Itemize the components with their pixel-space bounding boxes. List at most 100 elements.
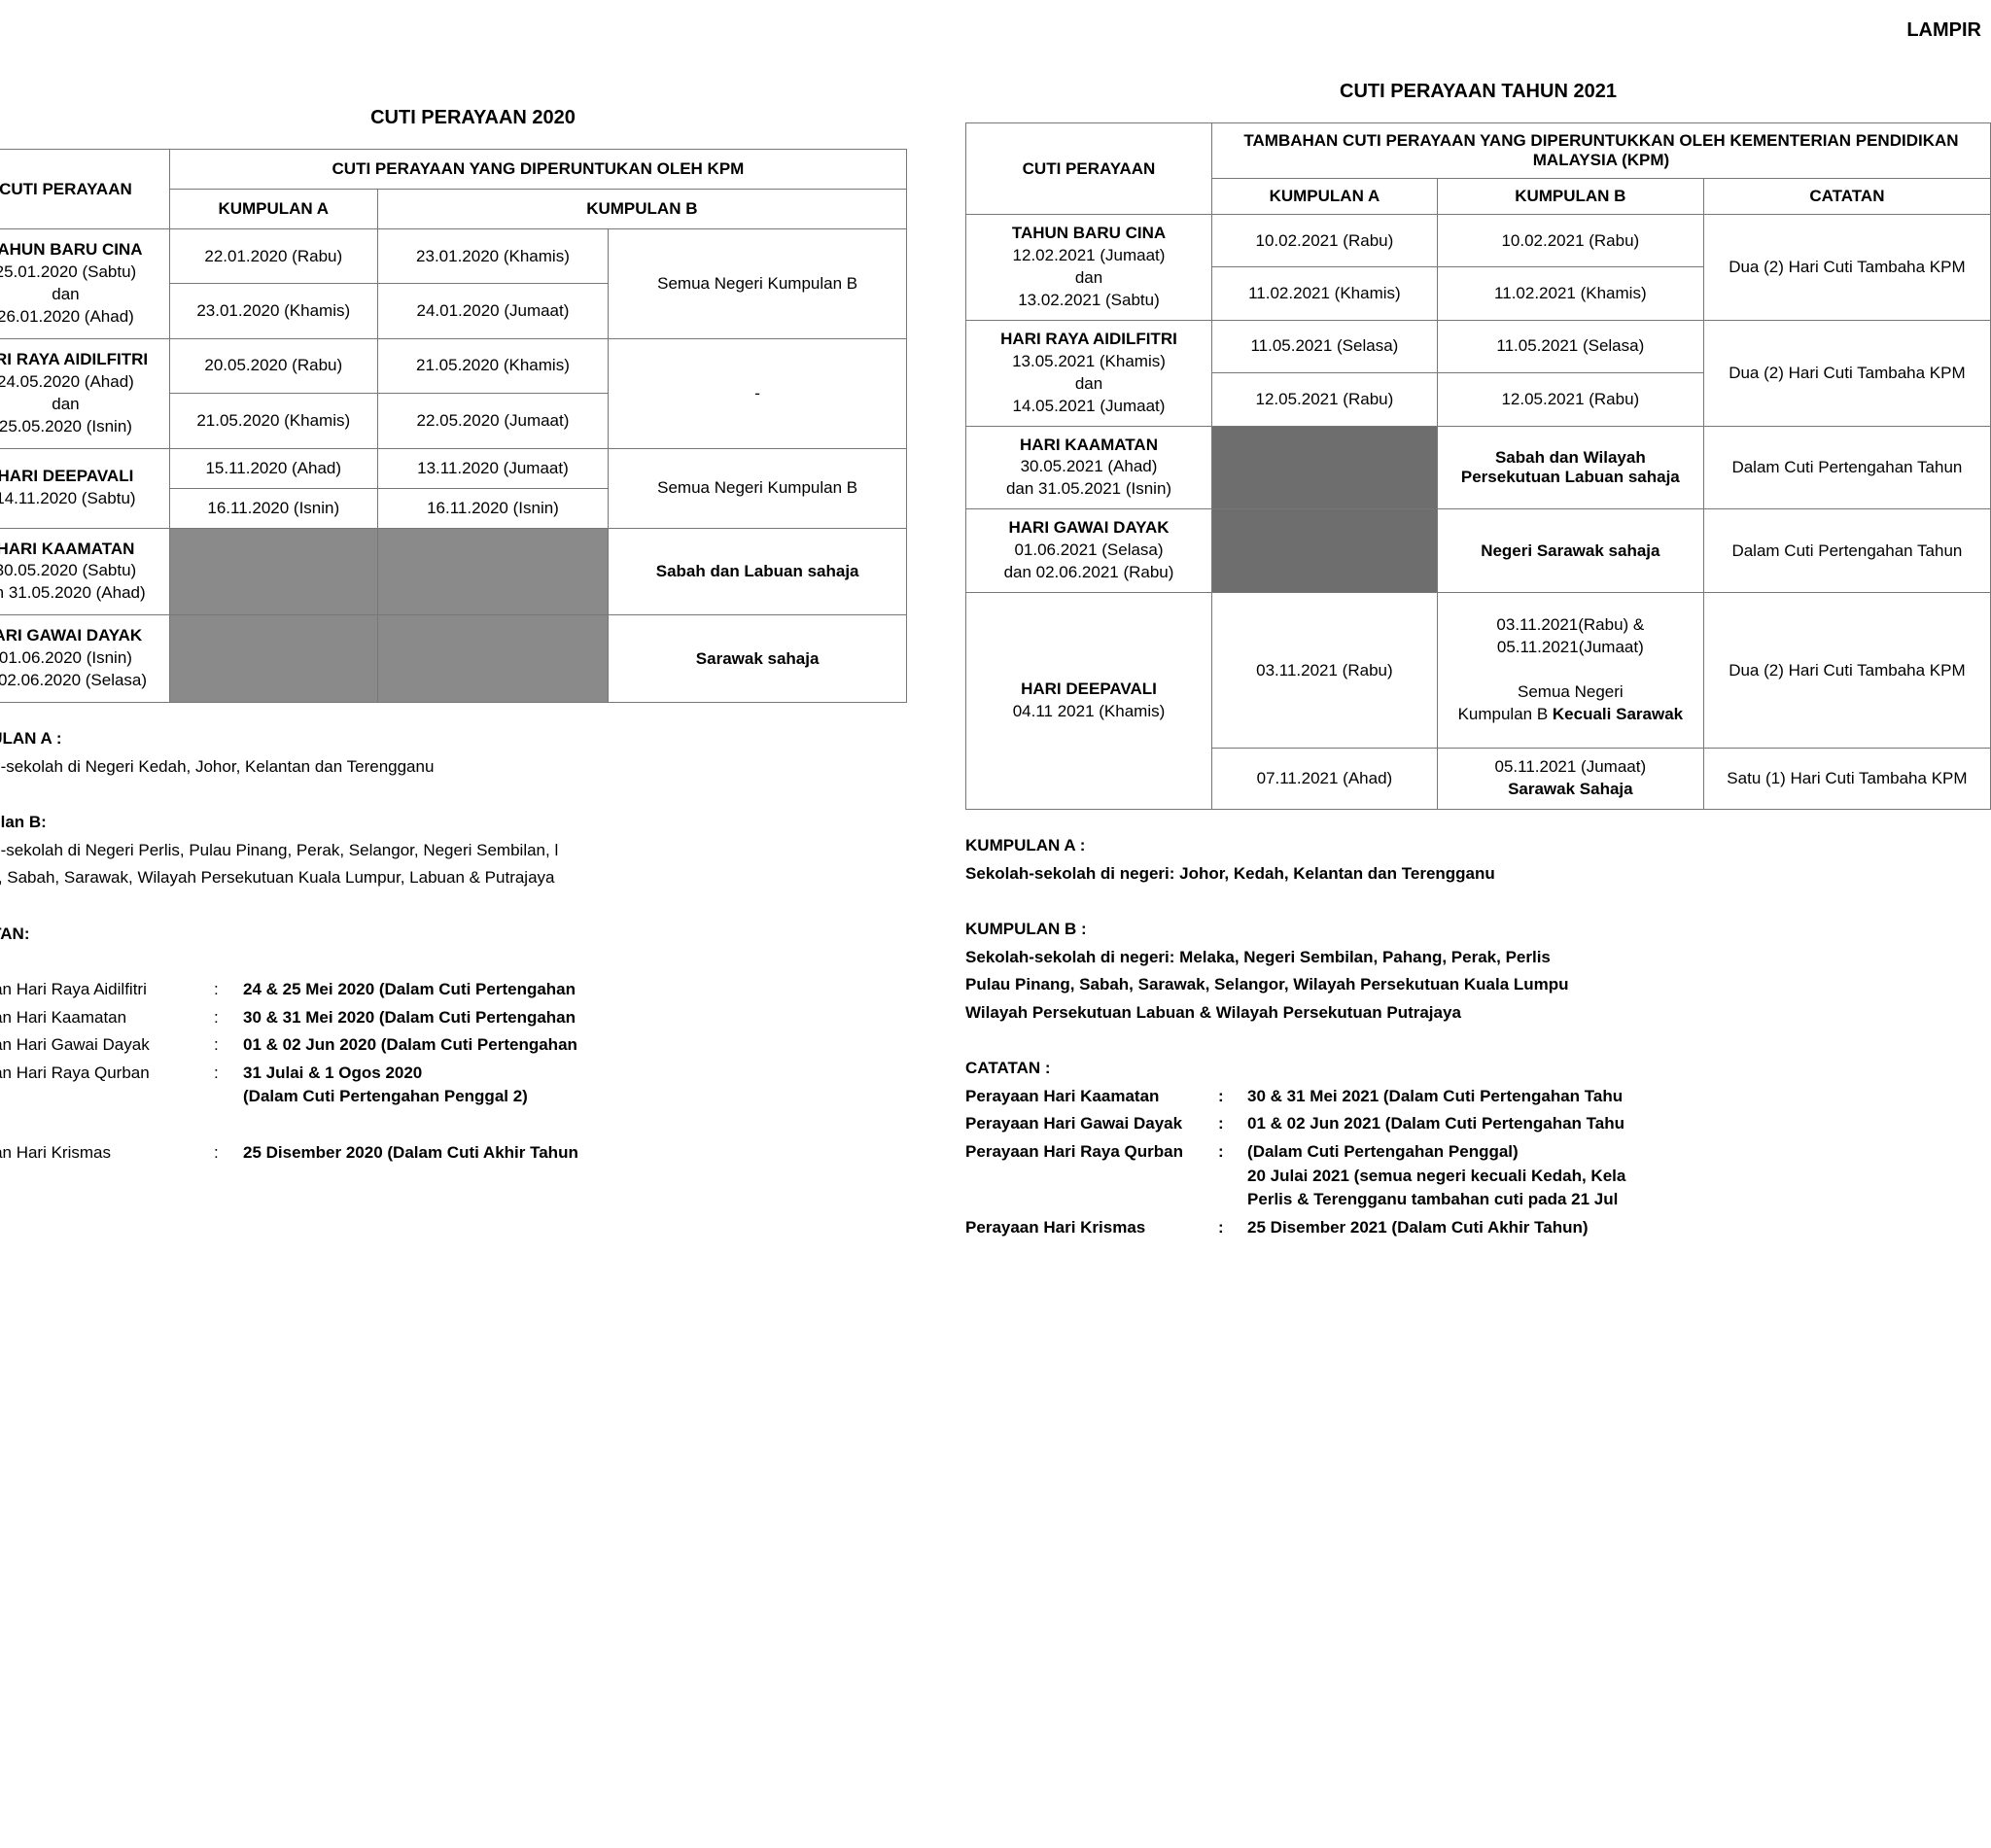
r-deep-a1: 03.11.2021 (Rabu) xyxy=(1211,593,1437,749)
r-cat3-l: Perayaan Hari Raya Qurban xyxy=(965,1140,1218,1212)
deep-note: Semua Negeri Kumpulan B xyxy=(609,448,907,528)
hra-label: ARI RAYA AIDILFITRI xyxy=(0,350,148,368)
r-colon-1: : xyxy=(1218,1085,1247,1109)
r-tbc-b2: 11.02.2021 (Khamis) xyxy=(1437,267,1703,320)
r-kumpA-text: Sekolah-sekolah di negeri: Johor, Kedah,… xyxy=(965,864,1495,883)
catatan-label: ATATAN: xyxy=(0,924,30,943)
r-deep-note1: Dua (2) Hari Cuti Tambaha KPM xyxy=(1703,593,1990,749)
kaam-perayaan: HARI KAAMATAN 30.05.2020 (Sabtu) an 31.0… xyxy=(0,528,169,615)
r-deep-a2: 07.11.2021 (Ahad) xyxy=(1211,749,1437,810)
r-hra-d1: 13.05.2021 (Khamis) xyxy=(1012,352,1166,370)
tbc-d1: 25.01.2020 (Sabtu) xyxy=(0,262,136,281)
r-colon-2: : xyxy=(1218,1112,1247,1136)
r-tbc-a2: 11.02.2021 (Khamis) xyxy=(1211,267,1437,320)
colon-5: : xyxy=(214,1141,243,1166)
r-hra-b2: 12.05.2021 (Rabu) xyxy=(1437,373,1703,426)
deep-b2: 16.11.2020 (Isnin) xyxy=(377,488,609,528)
tbc-a2: 23.01.2020 (Khamis) xyxy=(169,284,377,338)
gawai-d1: 01.06.2020 (Isnin) xyxy=(0,648,132,667)
cat5-l: rayaan Hari Krismas xyxy=(0,1141,214,1166)
r-kaam-label: HARI KAAMATAN xyxy=(1020,436,1158,454)
deep-perayaan: HARI DEEPAVALI 14.11.2020 (Sabtu) xyxy=(0,448,169,528)
hra-d1: 24.05.2020 (Ahad) xyxy=(0,372,134,391)
tbc-b1: 23.01.2020 (Khamis) xyxy=(377,229,609,284)
r-deep-b2a: 05.11.2021 (Jumaat) xyxy=(1495,757,1647,776)
r-kaam-a xyxy=(1211,426,1437,509)
r-hdr-catatan: CATATAN xyxy=(1703,179,1990,215)
hdr-perayaan: CUTI PERAYAAN xyxy=(0,150,169,229)
r-tbc-note: Dua (2) Hari Cuti Tambaha KPM xyxy=(1703,215,1990,321)
hra-dan: dan xyxy=(52,395,79,413)
colon-1: : xyxy=(214,978,243,1002)
r-tbc-d1: 12.02.2021 (Jumaat) xyxy=(1013,246,1166,264)
r-hra-dan: dan xyxy=(1075,374,1102,393)
kumpB-text2: hang, Sabah, Sarawak, Wilayah Persekutua… xyxy=(0,866,946,890)
cat4-r1: 31 Julai & 1 Ogos 2020 xyxy=(243,1063,422,1082)
r-gawai-d1: 01.06.2021 (Selasa) xyxy=(1014,540,1163,559)
hra-perayaan: ARI RAYA AIDILFITRI 24.05.2020 (Ahad) da… xyxy=(0,338,169,448)
colon-3: : xyxy=(214,1033,243,1058)
r-tbc-a1: 10.02.2021 (Rabu) xyxy=(1211,215,1437,267)
r-hra-a2: 12.05.2021 (Rabu) xyxy=(1211,373,1437,426)
kumpB-label: impulan B: xyxy=(0,813,47,831)
r-deep-b2b: Sarawak Sahaja xyxy=(1508,780,1633,798)
hra-b2: 22.05.2020 (Jumaat) xyxy=(377,394,609,448)
kaam-a xyxy=(169,528,377,615)
r-kumpB-label: KUMPULAN B : xyxy=(965,920,1087,938)
r-gawai-d2: dan 02.06.2021 (Rabu) xyxy=(1004,563,1174,581)
r-hdr-tambahan: TAMBAHAN CUTI PERAYAAN YANG DIPERUNTUKKA… xyxy=(1211,123,1990,179)
r-deep-perayaan: HARI DEEPAVALI 04.11 2021 (Khamis) xyxy=(966,593,1212,810)
r-colon-3: : xyxy=(1218,1140,1247,1212)
r-kaam-d2: dan 31.05.2021 (Isnin) xyxy=(1006,479,1171,498)
r-gawai-b: Negeri Sarawak sahaja xyxy=(1437,509,1703,593)
r-cat3-r2: 20 Julai 2021 (semua negeri kecuali Keda… xyxy=(1247,1167,1625,1185)
r-cat3-r1: (Dalam Cuti Pertengahan Penggal) xyxy=(1247,1142,1519,1161)
tbc-d2: 26.01.2020 (Ahad) xyxy=(0,307,134,326)
r-deep-b1c1: Semua Negeri xyxy=(1518,682,1624,701)
tbc-note: Semua Negeri Kumpulan B xyxy=(609,229,907,339)
kaam-d2: an 31.05.2020 (Ahad) xyxy=(0,583,146,602)
table-2020: CUTI PERAYAAN CUTI PERAYAAN YANG DIPERUN… xyxy=(0,149,907,703)
cat5-r: 25 Disember 2020 (Dalam Cuti Akhir Tahun xyxy=(243,1141,946,1166)
kumpA-label: IMPULAN A : xyxy=(0,729,62,748)
r-kumpA-label: KUMPULAN A : xyxy=(965,836,1085,854)
cat2-l: rayaan Hari Kaamatan xyxy=(0,1006,214,1030)
gawai-perayaan: IARI GAWAI DAYAK 01.06.2020 (Isnin) n 02… xyxy=(0,615,169,703)
r-kumpB-text2: Pulau Pinang, Sabah, Sarawak, Selangor, … xyxy=(965,975,1569,994)
r-hra-note: Dua (2) Hari Cuti Tambaha KPM xyxy=(1703,320,1990,426)
r-gawai-perayaan: HARI GAWAI DAYAK 01.06.2021 (Selasa) dan… xyxy=(966,509,1212,593)
deep-a1: 15.11.2020 (Ahad) xyxy=(169,448,377,488)
kaam-label: HARI KAAMATAN xyxy=(0,540,134,558)
deep-label: HARI DEEPAVALI xyxy=(0,467,133,485)
r-kaam-perayaan: HARI KAAMATAN 30.05.2021 (Ahad) dan 31.0… xyxy=(966,426,1212,509)
tbc-perayaan: TAHUN BARU CINA 25.01.2020 (Sabtu) dan 2… xyxy=(0,229,169,339)
r-hra-a1: 11.05.2021 (Selasa) xyxy=(1211,320,1437,372)
r-catatan-label: CATATAN : xyxy=(965,1059,1051,1077)
r-kumpB-text3: Wilayah Persekutuan Labuan & Wilayah Per… xyxy=(965,1003,1461,1022)
table-2021: CUTI PERAYAAN TAMBAHAN CUTI PERAYAAN YAN… xyxy=(965,122,1991,810)
hdr-kpm: CUTI PERAYAAN YANG DIPERUNTUKAN OLEH KPM xyxy=(169,150,906,190)
r-kaam-d1: 30.05.2021 (Ahad) xyxy=(1021,457,1158,475)
cat2-r: 30 & 31 Mei 2020 (Dalam Cuti Pertengahan xyxy=(243,1006,946,1030)
hra-a2: 21.05.2020 (Khamis) xyxy=(169,394,377,448)
hra-b1: 21.05.2020 (Khamis) xyxy=(377,338,609,393)
tbc-label: TAHUN BARU CINA xyxy=(0,240,143,259)
r-kumpB-text1: Sekolah-sekolah di negeri: Melaka, Neger… xyxy=(965,948,1551,966)
colon-2: : xyxy=(214,1006,243,1030)
r-kaam-note: Dalam Cuti Pertengahan Tahun xyxy=(1703,426,1990,509)
r-gawai-a xyxy=(1211,509,1437,593)
r-deep-b1a: 03.11.2021(Rabu) & xyxy=(1496,615,1644,634)
deep-b1: 13.11.2020 (Jumaat) xyxy=(377,448,609,488)
r-deep-note2: Satu (1) Hari Cuti Tambaha KPM xyxy=(1703,749,1990,810)
cat3-r: 01 & 02 Jun 2020 (Dalam Cuti Pertengahan xyxy=(243,1033,946,1058)
gawai-d2: n 02.06.2020 (Selasa) xyxy=(0,671,147,689)
tbc-a1: 22.01.2020 (Rabu) xyxy=(169,229,377,284)
r-tbc-perayaan: TAHUN BARU CINA 12.02.2021 (Jumaat) dan … xyxy=(966,215,1212,321)
gawai-a xyxy=(169,615,377,703)
r-deep-b2: 05.11.2021 (Jumaat) Sarawak Sahaja xyxy=(1437,749,1703,810)
r-tbc-dan: dan xyxy=(1075,268,1102,287)
kaam-note: Sabah dan Labuan sahaja xyxy=(609,528,907,615)
hra-a1: 20.05.2020 (Rabu) xyxy=(169,338,377,393)
cat1-r: 24 & 25 Mei 2020 (Dalam Cuti Pertengahan xyxy=(243,978,946,1002)
tbc-dan: dan xyxy=(52,285,79,303)
